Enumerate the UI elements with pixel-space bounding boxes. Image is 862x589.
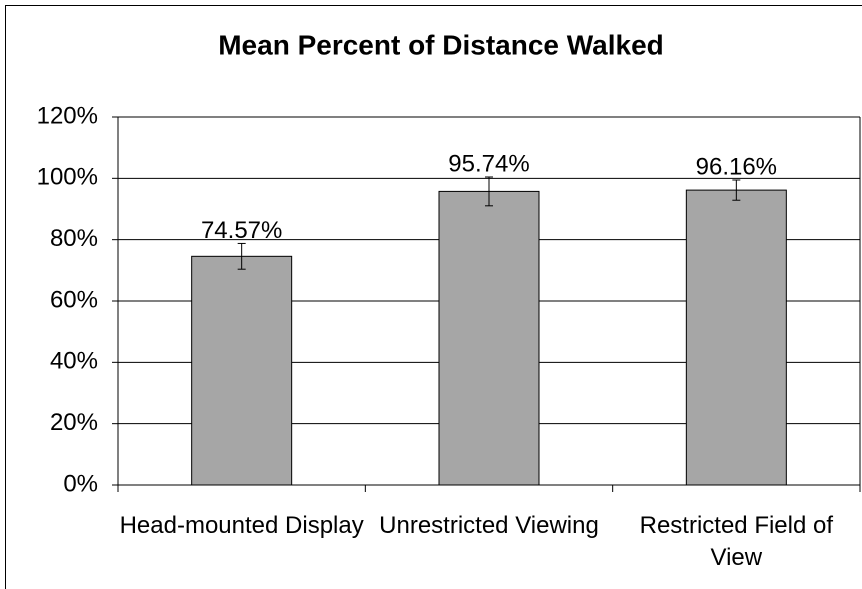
y-tick-label: 0%: [63, 470, 98, 497]
value-label: 74.57%: [201, 217, 282, 244]
y-tick-label: 80%: [50, 225, 98, 252]
x-tick-label: Unrestricted Viewing: [379, 512, 599, 539]
y-tick-label: 100%: [37, 164, 98, 191]
x-tick-label: Restricted Field of View: [639, 512, 834, 571]
bar: [191, 255, 293, 486]
chart-title: Mean Percent of Distance Walked: [218, 29, 664, 60]
y-tick-label: 20%: [50, 409, 98, 436]
value-label: 95.74%: [448, 150, 529, 177]
y-tick-label: 40%: [50, 348, 98, 375]
x-tick-label: Head-mounted Display: [119, 512, 364, 539]
y-tick-label: 120%: [37, 102, 98, 129]
value-label: 96.16%: [696, 153, 777, 180]
bar: [438, 190, 540, 486]
chart-frame: [5, 5, 862, 589]
y-tick-label: 60%: [50, 286, 98, 313]
bar: [685, 189, 787, 486]
